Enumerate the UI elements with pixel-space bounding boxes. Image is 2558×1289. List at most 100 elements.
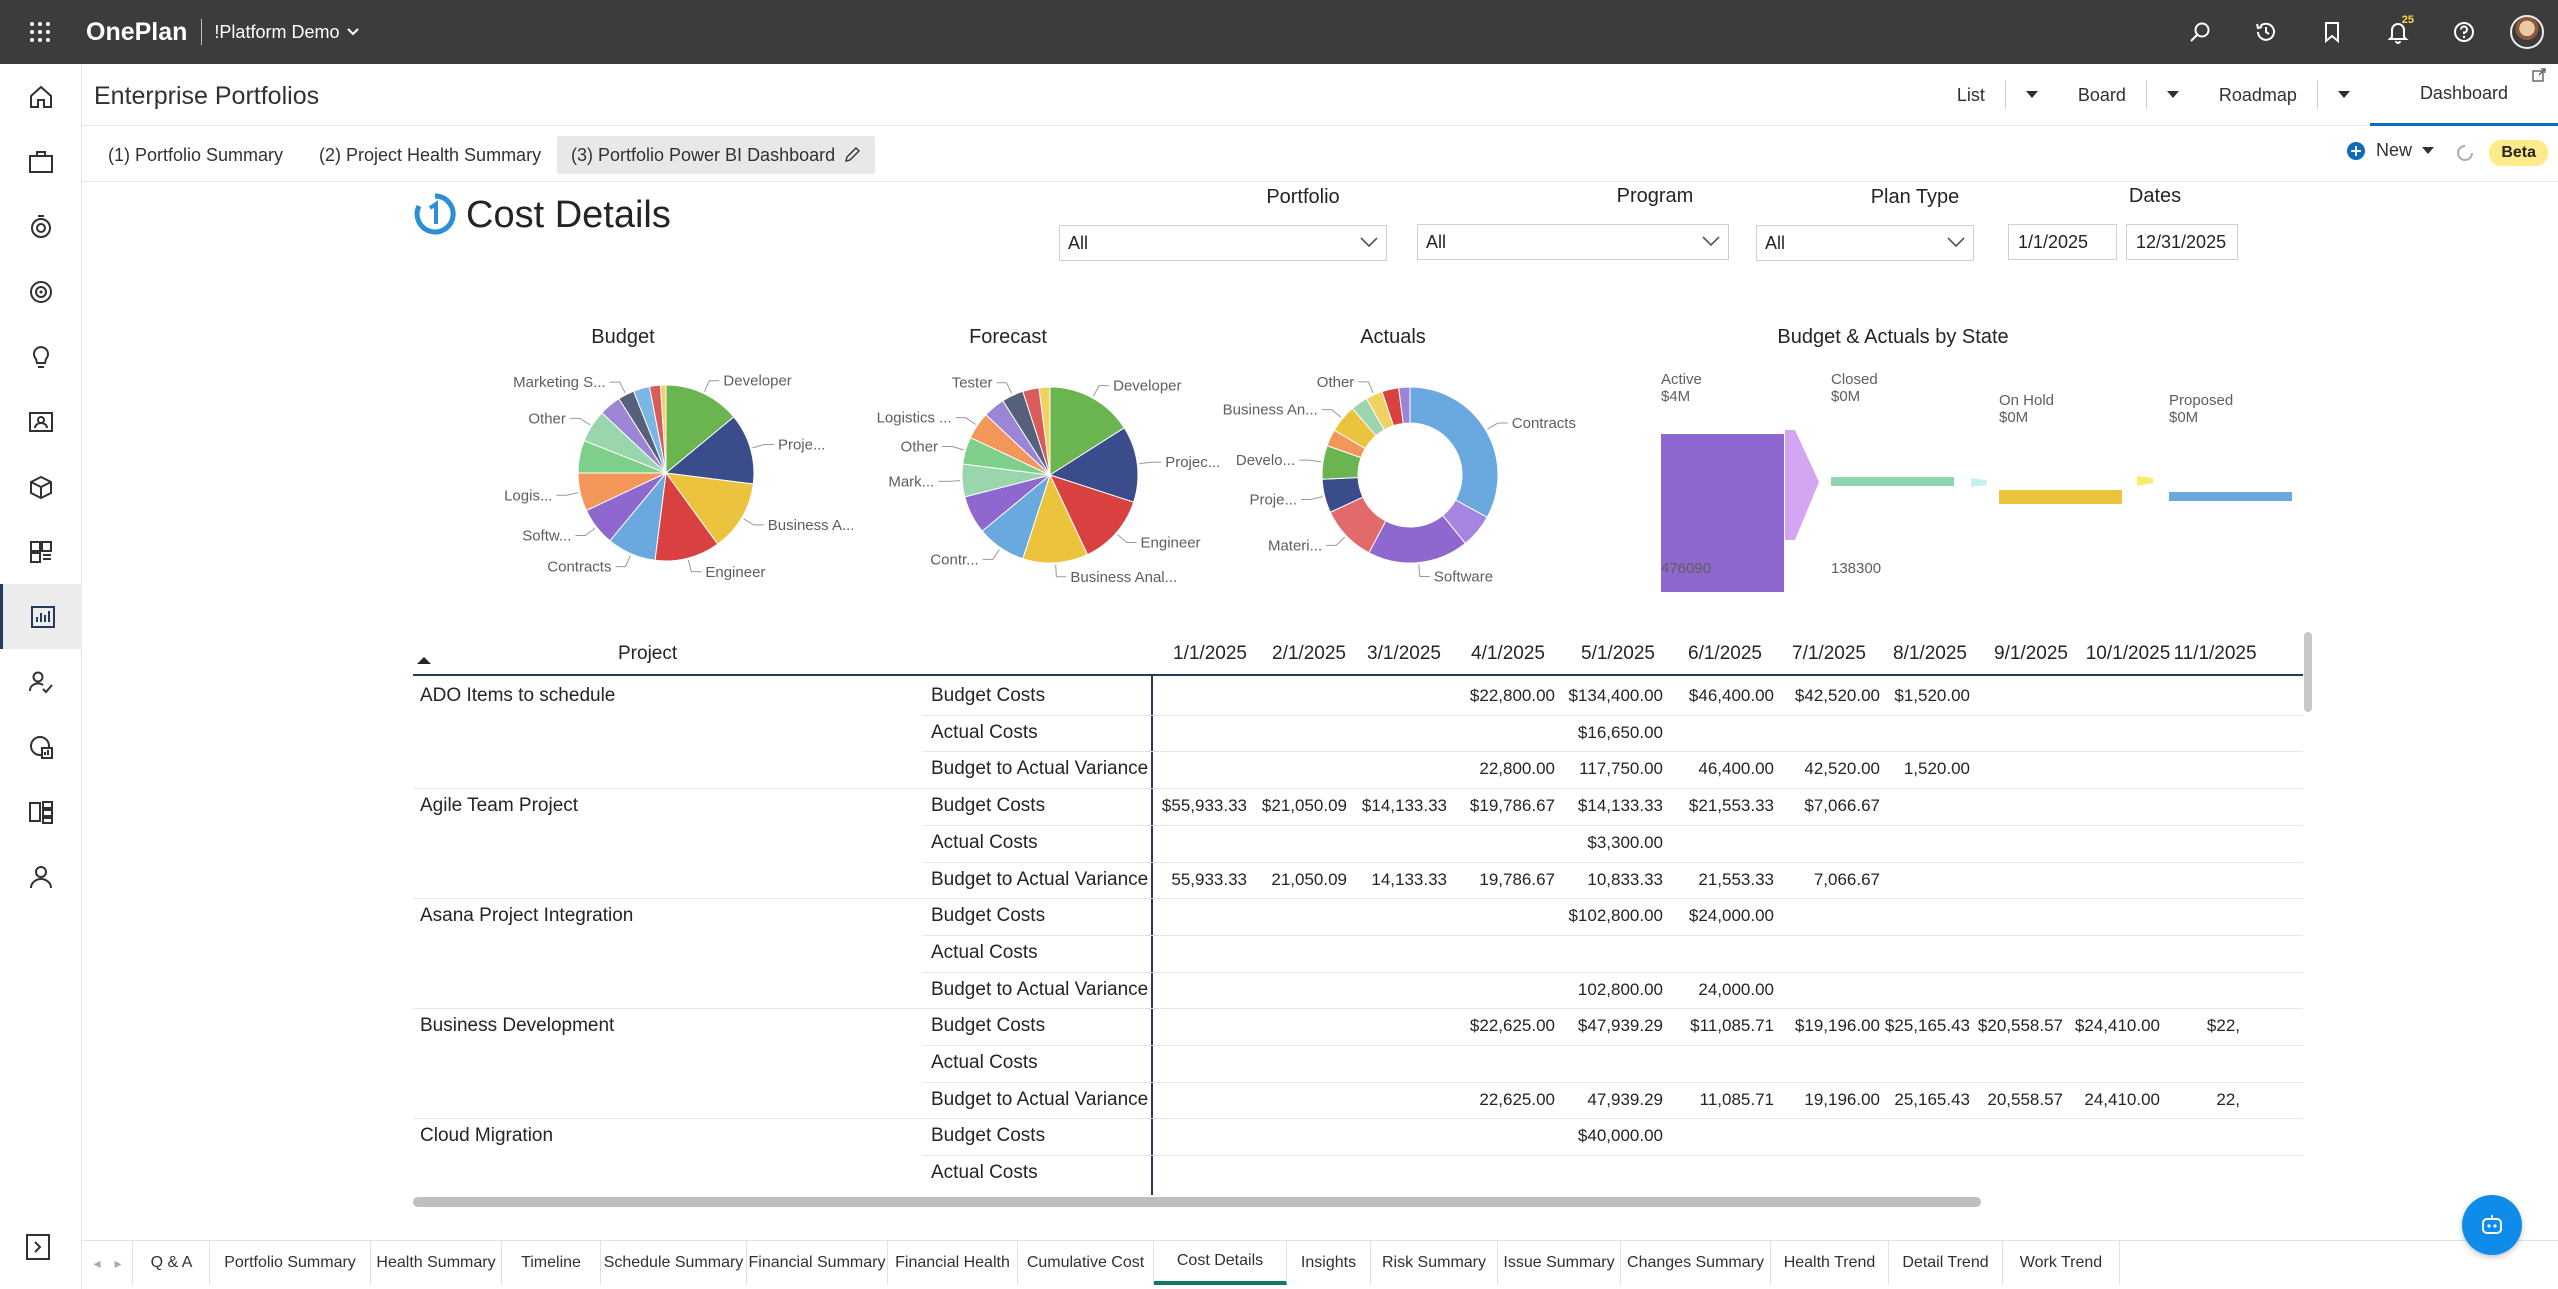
search-icon[interactable] <box>2180 12 2220 52</box>
value-cell[interactable]: $14,133.33 <box>1361 796 1447 816</box>
date-column-header[interactable]: 10/1/2025 <box>2085 643 2171 664</box>
next-page-icon[interactable]: ▸ <box>114 1254 122 1271</box>
value-cell[interactable]: $22, <box>2206 1016 2240 1036</box>
state-bar[interactable] <box>1831 477 1954 486</box>
pie-slice[interactable] <box>1398 386 1411 424</box>
value-cell[interactable]: 25,165.43 <box>1894 1089 1970 1109</box>
value-cell[interactable]: 19,786.67 <box>1479 869 1555 889</box>
user-avatar[interactable] <box>2510 15 2544 49</box>
value-cell[interactable]: 10,833.33 <box>1587 869 1663 889</box>
value-cell[interactable]: $24,410.00 <box>2074 1016 2160 1036</box>
app-launcher-icon[interactable] <box>0 0 80 64</box>
value-cell[interactable]: 19,196.00 <box>1804 1089 1880 1109</box>
date-column-header[interactable]: 8/1/2025 <box>1893 643 1967 664</box>
value-cell[interactable]: 24,410.00 <box>2084 1089 2160 1109</box>
pie-slice[interactable] <box>1049 474 1135 556</box>
project-column-header[interactable]: Project <box>618 643 678 664</box>
value-cell[interactable]: $22,800.00 <box>1469 686 1555 705</box>
end-date-input[interactable]: 12/31/2025 <box>2126 224 2238 260</box>
value-cell[interactable]: $40,000.00 <box>1577 1126 1663 1146</box>
value-cell[interactable]: $134,400.00 <box>1568 686 1663 705</box>
page-tab-health-summary[interactable]: Health Summary <box>371 1241 502 1285</box>
pie-slice[interactable] <box>1048 427 1139 503</box>
timer-icon[interactable] <box>0 194 82 259</box>
value-cell[interactable]: $14,133.33 <box>1577 796 1663 816</box>
value-cell[interactable]: $1,520.00 <box>1894 686 1970 705</box>
pie-slice[interactable] <box>654 471 719 562</box>
date-column-header[interactable]: 11/1/2025 <box>2173 643 2257 664</box>
project-name-cell[interactable]: Cloud Migration <box>420 1125 554 1147</box>
edit-pencil-icon[interactable] <box>843 146 861 164</box>
expand-rail-icon[interactable] <box>25 1233 55 1263</box>
value-cell[interactable]: 47,939.29 <box>1587 1089 1663 1109</box>
pie-slice[interactable] <box>664 472 754 545</box>
page-tab-work-trend[interactable]: Work Trend <box>2003 1241 2120 1285</box>
value-cell[interactable]: $25,165.43 <box>1884 1016 1970 1036</box>
page-tab-q-a[interactable]: Q & A <box>134 1241 210 1285</box>
view-board[interactable]: Board <box>2058 64 2199 126</box>
board-layout-icon[interactable] <box>0 519 82 584</box>
value-cell[interactable]: 55,933.33 <box>1171 869 1247 889</box>
view-list[interactable]: List <box>1937 64 2058 126</box>
value-cell[interactable]: $46,400.00 <box>1688 686 1774 705</box>
copilot-bot-icon[interactable] <box>2462 1195 2522 1255</box>
page-tab-schedule-summary[interactable]: Schedule Summary <box>601 1241 747 1285</box>
page-tab-cumulative-cost[interactable]: Cumulative Cost <box>1018 1241 1154 1285</box>
page-nav-arrows[interactable]: ◂ ▸ <box>83 1241 133 1285</box>
tab-portfolio-power-bi-dashboard[interactable]: (3) Portfolio Power BI Dashboard <box>557 136 876 174</box>
page-tab-portfolio-summary[interactable]: Portfolio Summary <box>210 1241 371 1285</box>
value-cell[interactable]: $3,300.00 <box>1587 832 1663 852</box>
value-cell[interactable]: $22,625.00 <box>1469 1016 1555 1036</box>
tab-portfolio-summary[interactable]: (1) Portfolio Summary <box>94 136 297 174</box>
value-cell[interactable]: 21,553.33 <box>1698 869 1774 889</box>
page-tab-risk-summary[interactable]: Risk Summary <box>1371 1241 1498 1285</box>
project-name-cell[interactable]: Asana Project Integration <box>420 905 634 927</box>
new-button[interactable]: New <box>2346 140 2434 161</box>
dashboard-icon[interactable] <box>0 584 82 649</box>
caret-down-icon[interactable] <box>2166 91 2179 99</box>
plan-type-filter[interactable]: All <box>1756 225 1974 261</box>
app-brand[interactable]: OnePlan <box>86 17 188 46</box>
vertical-scrollbar[interactable] <box>2304 632 2312 712</box>
page-tab-changes-summary[interactable]: Changes Summary <box>1621 1241 1771 1285</box>
state-bar[interactable] <box>2169 492 2292 501</box>
date-column-header[interactable]: 5/1/2025 <box>1581 643 1655 664</box>
actuals-donut-chart[interactable]: Contracts Software Materi... Proje... Develo… <box>1163 372 1603 582</box>
value-cell[interactable]: $19,786.67 <box>1469 796 1555 816</box>
value-cell[interactable]: 14,133.33 <box>1371 869 1447 889</box>
view-roadmap[interactable]: Roadmap <box>2199 64 2370 126</box>
value-cell[interactable]: $19,196.00 <box>1794 1016 1880 1036</box>
value-cell[interactable]: 24,000.00 <box>1698 979 1774 999</box>
page-tab-timeline[interactable]: Timeline <box>502 1241 601 1285</box>
value-cell[interactable]: $21,553.33 <box>1688 796 1774 816</box>
page-tab-issue-summary[interactable]: Issue Summary <box>1498 1241 1621 1285</box>
value-cell[interactable]: 42,520.00 <box>1804 759 1880 779</box>
value-cell[interactable]: 11,085.71 <box>1699 1089 1774 1109</box>
budget-pie-chart[interactable]: Developer Proje... Business A... Engineer Co… <box>413 372 853 582</box>
value-cell[interactable]: $20,558.57 <box>1977 1016 2063 1036</box>
portfolio-filter[interactable]: All <box>1059 225 1387 261</box>
tab-project-health-summary[interactable]: (2) Project Health Summary <box>305 136 555 174</box>
person-icon[interactable] <box>0 844 82 909</box>
pop-out-icon[interactable] <box>2532 68 2546 82</box>
pie-slice[interactable] <box>659 384 667 474</box>
lightbulb-icon[interactable] <box>0 324 82 389</box>
value-cell[interactable]: $11,085.71 <box>1690 1016 1774 1036</box>
refresh-icon[interactable] <box>2454 142 2476 164</box>
date-column-header[interactable]: 7/1/2025 <box>1792 643 1866 664</box>
contact-card-icon[interactable] <box>0 389 82 454</box>
value-cell[interactable]: 22,800.00 <box>1479 759 1555 779</box>
pie-slice[interactable] <box>1409 386 1499 519</box>
date-column-header[interactable]: 9/1/2025 <box>1994 643 2068 664</box>
date-column-header[interactable]: 6/1/2025 <box>1688 643 1762 664</box>
page-tab-cost-details[interactable]: Cost Details <box>1154 1241 1287 1285</box>
page-tab-detail-trend[interactable]: Detail Trend <box>1889 1241 2003 1285</box>
value-cell[interactable]: 21,050.09 <box>1271 869 1347 889</box>
notification-bell-icon[interactable]: 25 <box>2378 12 2418 52</box>
start-date-input[interactable]: 1/1/2025 <box>2008 224 2117 260</box>
state-bar[interactable] <box>1999 490 2122 504</box>
caret-down-icon[interactable] <box>2337 91 2350 99</box>
value-cell[interactable]: 46,400.00 <box>1698 759 1774 779</box>
value-cell[interactable]: 1,520.00 <box>1903 759 1970 779</box>
